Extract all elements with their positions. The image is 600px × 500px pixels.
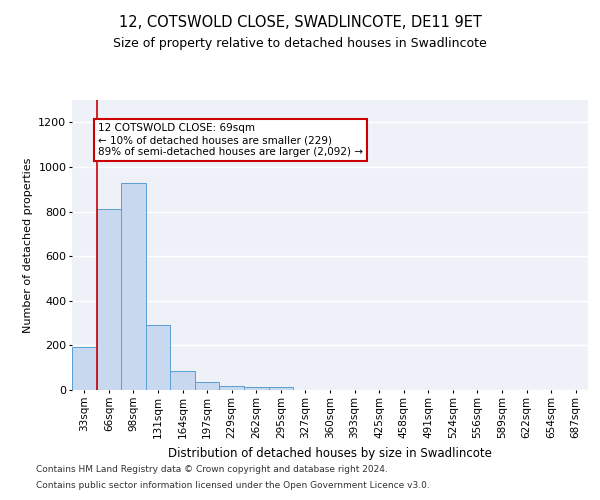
Bar (170, 371, 195, 390)
Y-axis label: Number of detached properties: Number of detached properties (23, 158, 33, 332)
Text: 12 COTSWOLD CLOSE: 69sqm
← 10% of detached houses are smaller (229)
89% of semi-: 12 COTSWOLD CLOSE: 69sqm ← 10% of detach… (98, 124, 363, 156)
Bar (146, 326, 170, 390)
Text: Contains HM Land Registry data © Crown copyright and database right 2024.: Contains HM Land Registry data © Crown c… (36, 466, 388, 474)
Bar (195, 382, 220, 390)
Bar (72, 346, 97, 390)
Bar (121, 182, 146, 390)
Bar (244, 386, 269, 390)
Bar (269, 388, 293, 390)
Bar (220, 386, 244, 390)
Text: Contains public sector information licensed under the Open Government Licence v3: Contains public sector information licen… (36, 480, 430, 490)
Text: Size of property relative to detached houses in Swadlincote: Size of property relative to detached ho… (113, 38, 487, 51)
Text: Distribution of detached houses by size in Swadlincote: Distribution of detached houses by size … (168, 448, 492, 460)
Text: 12, COTSWOLD CLOSE, SWADLINCOTE, DE11 9ET: 12, COTSWOLD CLOSE, SWADLINCOTE, DE11 9E… (119, 15, 481, 30)
Bar (97, 210, 121, 390)
